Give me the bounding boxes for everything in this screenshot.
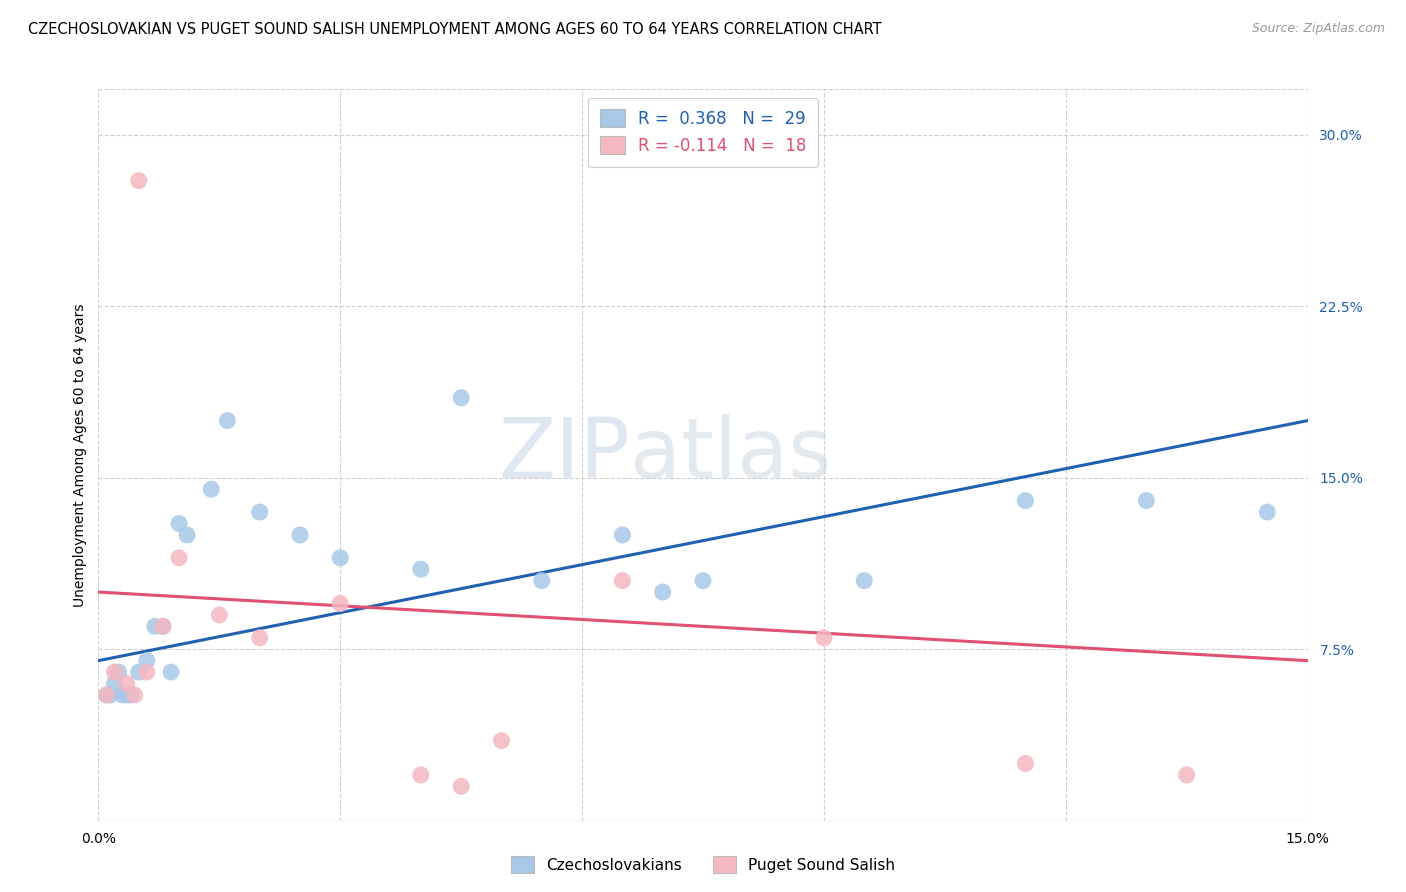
Point <box>288 528 311 542</box>
Point <box>1014 756 1036 771</box>
Point <box>143 619 166 633</box>
Point <box>103 676 125 690</box>
Point <box>329 597 352 611</box>
Point <box>96 688 118 702</box>
Point <box>115 688 138 702</box>
Point <box>160 665 183 679</box>
Point <box>115 676 138 690</box>
Point <box>692 574 714 588</box>
Legend: Czechoslovakians, Puget Sound Salish: Czechoslovakians, Puget Sound Salish <box>505 850 901 879</box>
Point <box>100 688 122 702</box>
Point <box>450 391 472 405</box>
Point <box>96 688 118 702</box>
Point <box>409 562 432 576</box>
Point <box>329 550 352 565</box>
Point <box>612 528 634 542</box>
Point <box>1256 505 1278 519</box>
Point <box>167 550 190 565</box>
Text: CZECHOSLOVAKIAN VS PUGET SOUND SALISH UNEMPLOYMENT AMONG AGES 60 TO 64 YEARS COR: CZECHOSLOVAKIAN VS PUGET SOUND SALISH UN… <box>28 22 882 37</box>
Point <box>103 665 125 679</box>
Point <box>249 631 271 645</box>
Point <box>530 574 553 588</box>
Point <box>217 414 239 428</box>
Point <box>128 173 150 188</box>
Text: ZIP: ZIP <box>499 415 630 495</box>
Point <box>853 574 876 588</box>
Point <box>813 631 835 645</box>
Point <box>135 665 157 679</box>
Point <box>1014 493 1036 508</box>
Point <box>249 505 271 519</box>
Point <box>167 516 190 531</box>
Y-axis label: Unemployment Among Ages 60 to 64 years: Unemployment Among Ages 60 to 64 years <box>73 303 87 607</box>
Point <box>120 688 142 702</box>
Text: atlas: atlas <box>630 415 832 495</box>
Point <box>491 733 513 747</box>
Text: Source: ZipAtlas.com: Source: ZipAtlas.com <box>1251 22 1385 36</box>
Point <box>651 585 673 599</box>
Point <box>135 654 157 668</box>
Point <box>409 768 432 782</box>
Point <box>176 528 198 542</box>
Point <box>1175 768 1198 782</box>
Point <box>200 482 222 496</box>
Point <box>152 619 174 633</box>
Point <box>152 619 174 633</box>
Point <box>612 574 634 588</box>
Point <box>1135 493 1157 508</box>
Point <box>128 665 150 679</box>
Point <box>107 665 129 679</box>
Point <box>450 780 472 794</box>
Point <box>124 688 146 702</box>
Point <box>208 607 231 622</box>
Point <box>111 688 134 702</box>
